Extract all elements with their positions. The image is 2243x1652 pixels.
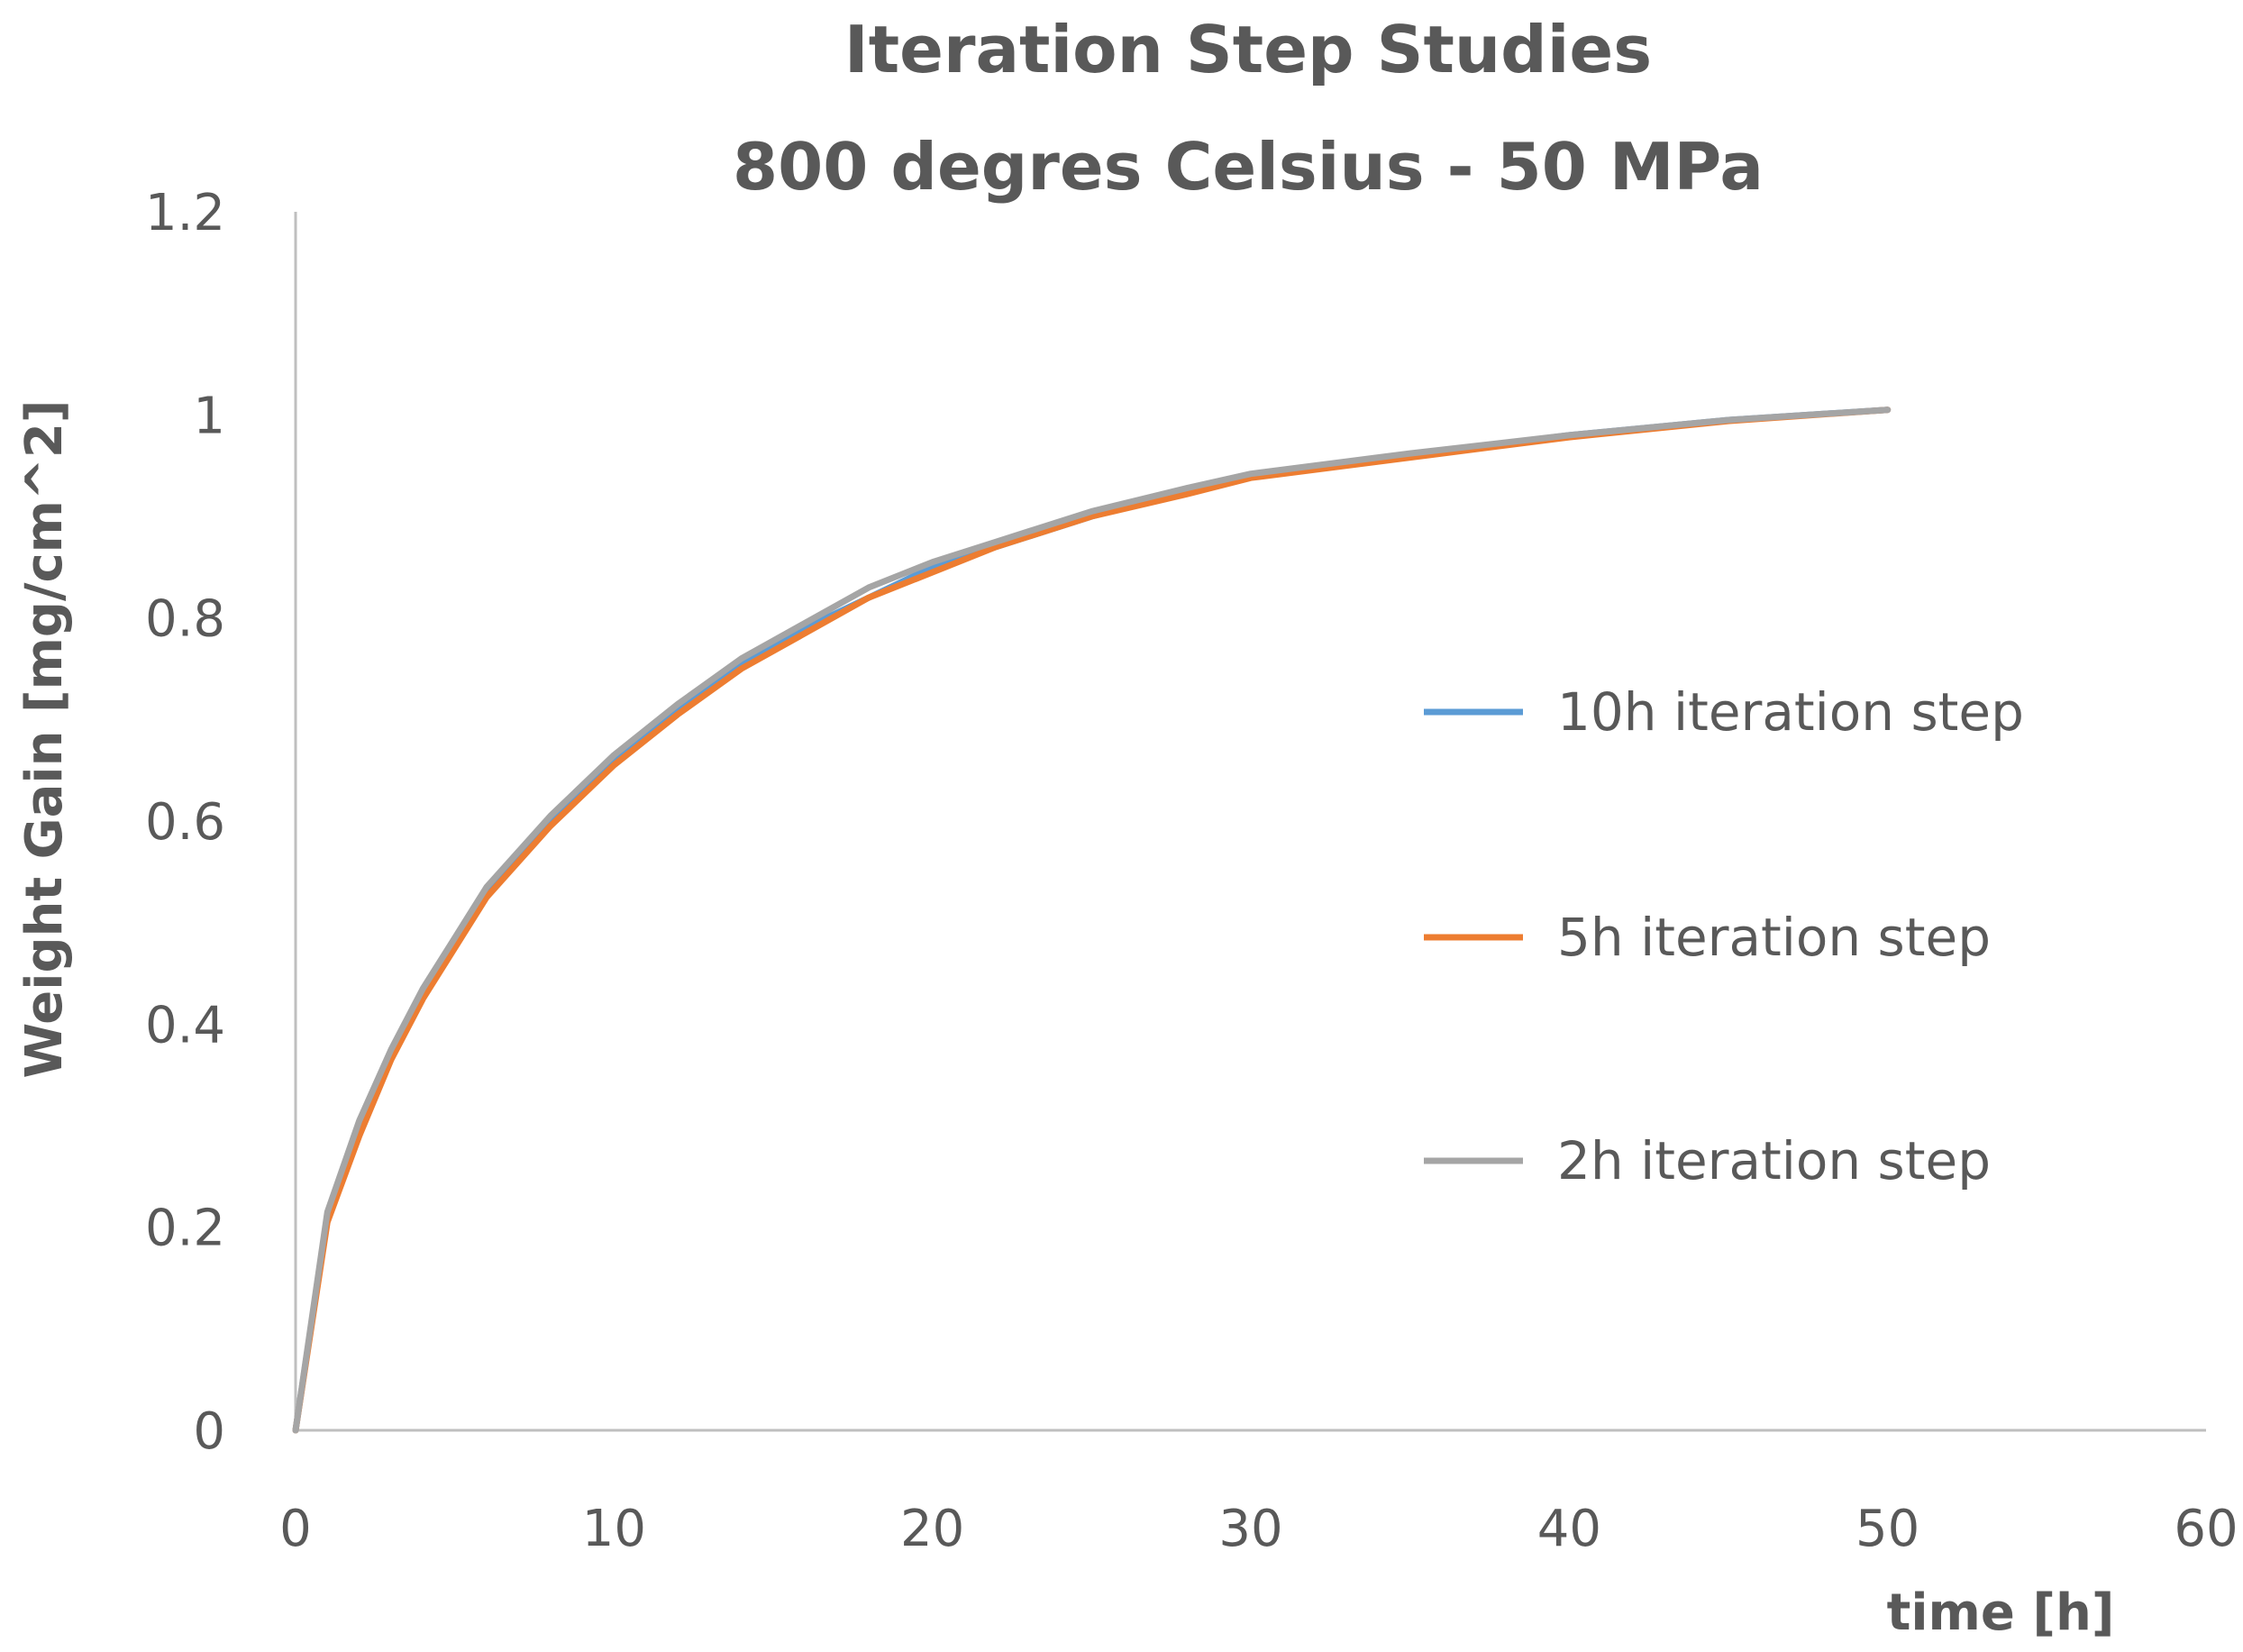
y-tick-label: 0.2 bbox=[145, 1200, 225, 1258]
x-tick-label: 40 bbox=[1537, 1500, 1601, 1558]
series-lines bbox=[292, 406, 1892, 1434]
chart-title: Iteration Step Studies bbox=[844, 12, 1652, 87]
x-tick-label: 10 bbox=[582, 1500, 646, 1558]
y-tick-label: 0.6 bbox=[145, 793, 225, 852]
y-tick-label: 1 bbox=[193, 387, 225, 445]
y-tick-label: 0.4 bbox=[145, 996, 225, 1054]
x-tick-labels: 0 10 20 30 40 50 60 bbox=[279, 1500, 2238, 1558]
x-tick-label: 50 bbox=[1855, 1500, 1919, 1558]
series-line-3 bbox=[292, 406, 1892, 1434]
legend-label: 5h iteration step bbox=[1557, 907, 1991, 968]
y-tick-label: 1.2 bbox=[145, 184, 225, 242]
x-tick-label: 20 bbox=[900, 1500, 964, 1558]
legend-label: 10h iteration step bbox=[1557, 681, 2024, 743]
x-tick-label: 0 bbox=[279, 1500, 312, 1558]
chart-subtitle: 800 degres Celsius - 50 MPa bbox=[733, 129, 1764, 205]
chart-legend: 10h iteration step 5h iteration step 2h it… bbox=[1424, 681, 2024, 1191]
y-axis-label: Weight Gain [mg/cm^2] bbox=[15, 400, 74, 1079]
x-tick-label: 30 bbox=[1218, 1500, 1282, 1558]
x-tick-label: 60 bbox=[2174, 1500, 2238, 1558]
legend-label: 2h iteration step bbox=[1557, 1130, 1991, 1191]
y-tick-label: 0 bbox=[193, 1402, 225, 1461]
x-axis-label: time [h] bbox=[1887, 1584, 2115, 1642]
series-line-2 bbox=[292, 406, 1892, 1434]
y-tick-labels: 0 0.2 0.4 0.6 0.8 1 1.2 bbox=[145, 184, 225, 1461]
y-tick-label: 0.8 bbox=[145, 590, 225, 649]
